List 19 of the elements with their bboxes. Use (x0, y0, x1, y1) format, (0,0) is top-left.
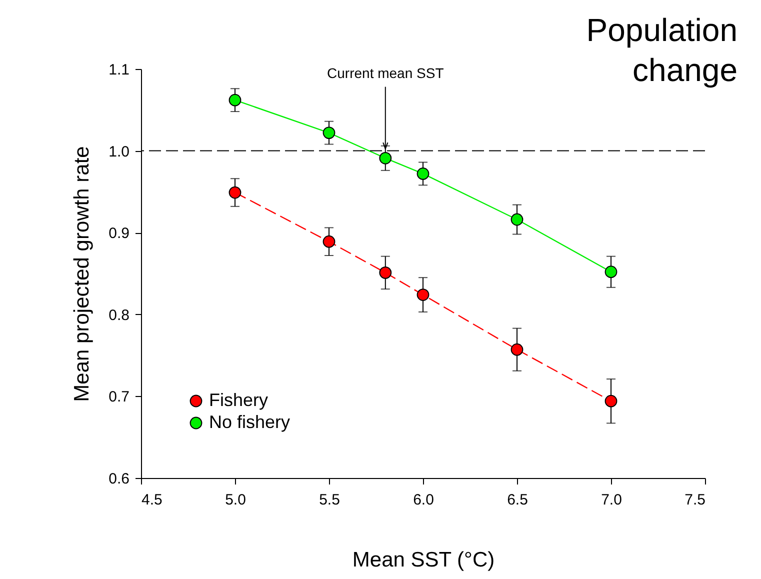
annotation: Current mean SST (327, 64, 444, 81)
x-tick-label: 5.0 (225, 492, 246, 508)
y-tick-label: 0.8 (108, 306, 130, 324)
legend-label: No fishery (209, 412, 290, 432)
legend-label: Fishery (209, 390, 268, 410)
x-axis-title: Mean SST (°C) (352, 548, 495, 572)
x-tick-label: 7.0 (601, 492, 622, 508)
y-tick-label: 0.9 (108, 225, 130, 242)
y-tick-label: 0.6 (108, 470, 130, 488)
x-tick-label: 4.5 (142, 492, 162, 508)
y-tick-label: 1.0 (108, 143, 130, 160)
y-tick-label: 0.7 (108, 388, 130, 406)
x-tick-label: 6.0 (413, 492, 434, 508)
x-tick-label: 6.5 (507, 492, 528, 508)
y-axis-title: Mean projected growth rate (70, 146, 94, 402)
y-tick-label: 1.1 (108, 62, 130, 78)
chart-title: Population change (586, 12, 738, 88)
x-tick-label: 7.5 (684, 492, 706, 508)
x-tick-label: 5.5 (319, 492, 340, 508)
